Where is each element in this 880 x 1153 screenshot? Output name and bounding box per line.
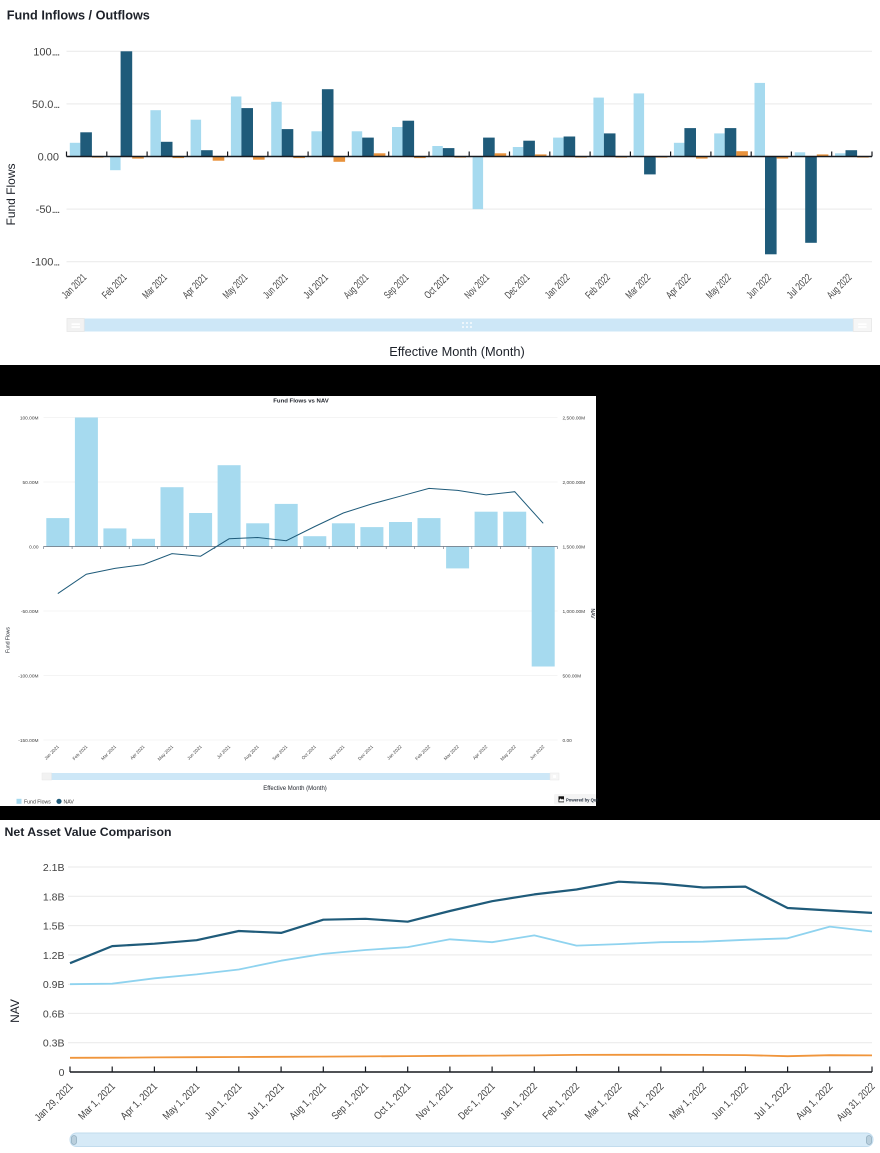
svg-text:-50.00M: -50.00M <box>21 609 39 615</box>
svg-text:Sep 1, 2021: Sep 1, 2021 <box>329 1081 371 1123</box>
svg-text:Aug 31, 2022: Aug 31, 2022 <box>834 1081 877 1124</box>
svg-text:Dec 1, 2021: Dec 1, 2021 <box>456 1081 498 1123</box>
svg-text:0.00: 0.00 <box>38 152 59 164</box>
svg-text:Apr 1, 2021: Apr 1, 2021 <box>118 1081 160 1123</box>
svg-text:0.00: 0.00 <box>29 544 39 550</box>
svg-text:May 2021: May 2021 <box>221 272 251 302</box>
svg-text:50.0...: 50.0... <box>32 99 60 111</box>
svg-text:Oct 1, 2021: Oct 1, 2021 <box>372 1081 414 1123</box>
svg-text:0.9B: 0.9B <box>43 979 65 991</box>
svg-text:Aug 1, 2022: Aug 1, 2022 <box>794 1081 836 1123</box>
svg-text:Mar 1, 2022: Mar 1, 2022 <box>583 1081 625 1123</box>
svg-text:Oct 2021: Oct 2021 <box>422 272 452 302</box>
svg-text:May 2022: May 2022 <box>704 272 734 302</box>
svg-text:Sep 2021: Sep 2021 <box>382 272 412 302</box>
svg-text:Jul 1, 2021: Jul 1, 2021 <box>245 1081 287 1123</box>
svg-text:50.00M: 50.00M <box>23 480 39 486</box>
svg-text:Jun 2021: Jun 2021 <box>261 272 291 302</box>
svg-text:Feb 2021: Feb 2021 <box>100 272 130 302</box>
svg-text:Fund Inflows / Outflows: Fund Inflows / Outflows <box>7 8 150 22</box>
svg-text:Feb 2022: Feb 2022 <box>583 272 613 302</box>
svg-text:Jul 1, 2022: Jul 1, 2022 <box>752 1081 794 1123</box>
svg-text:Jan 2022: Jan 2022 <box>543 272 573 302</box>
svg-text:Fund Flows: Fund Flows <box>6 627 12 653</box>
svg-text:1,500.00M: 1,500.00M <box>563 544 586 550</box>
svg-text:Mar 1, 2021: Mar 1, 2021 <box>76 1081 118 1123</box>
svg-text:1.8B: 1.8B <box>43 891 65 903</box>
svg-text:Feb 1, 2022: Feb 1, 2022 <box>540 1081 582 1123</box>
svg-text:500.00M: 500.00M <box>563 673 582 679</box>
svg-text:Jul 2021: Jul 2021 <box>301 272 331 302</box>
svg-text:Net Asset Value Comparison: Net Asset Value Comparison <box>5 825 172 839</box>
svg-text:2,000.00M: 2,000.00M <box>563 480 586 486</box>
svg-text:-100...: -100... <box>31 257 60 269</box>
svg-text:-100.00M: -100.00M <box>18 673 38 679</box>
svg-text:Aug 1, 2021: Aug 1, 2021 <box>287 1081 329 1123</box>
svg-text:-50....: -50.... <box>36 204 60 216</box>
svg-text:2,500.00M: 2,500.00M <box>563 415 586 421</box>
svg-text:NAV: NAV <box>8 999 22 1023</box>
svg-text:Effective Month (Month): Effective Month (Month) <box>263 786 327 792</box>
svg-text:Jun 2022: Jun 2022 <box>744 272 774 302</box>
svg-text:0: 0 <box>59 1067 65 1079</box>
svg-text:May 1, 2022: May 1, 2022 <box>667 1081 709 1123</box>
svg-text:Jan 2021: Jan 2021 <box>60 272 90 302</box>
svg-text:Apr 2022: Apr 2022 <box>664 272 694 302</box>
svg-text:May 1, 2021: May 1, 2021 <box>161 1081 203 1123</box>
svg-text:0.3B: 0.3B <box>43 1038 65 1050</box>
svg-text:Effective Month (Month): Effective Month (Month) <box>389 344 525 359</box>
svg-text:Jun 1, 2022: Jun 1, 2022 <box>709 1081 751 1123</box>
svg-text:100.00M: 100.00M <box>20 415 39 421</box>
svg-text:0.6B: 0.6B <box>43 1008 65 1020</box>
svg-text:Apr 1, 2022: Apr 1, 2022 <box>625 1081 667 1123</box>
svg-text:Jun 1, 2021: Jun 1, 2021 <box>203 1081 245 1123</box>
svg-text:Jul 2022: Jul 2022 <box>785 272 815 302</box>
svg-text:Mar 2021: Mar 2021 <box>140 272 170 302</box>
svg-text:-150.00M: -150.00M <box>18 738 38 744</box>
svg-text:NAV: NAV <box>64 799 75 805</box>
svg-text:Nov 2021: Nov 2021 <box>462 272 492 302</box>
svg-text:0.00: 0.00 <box>563 738 573 744</box>
svg-text:Powered by Qui: Powered by Qui <box>566 797 598 802</box>
svg-text:Fund Flows: Fund Flows <box>24 799 51 805</box>
svg-text:1.2B: 1.2B <box>43 950 65 962</box>
svg-text:Aug 2022: Aug 2022 <box>825 272 855 302</box>
svg-text:2.1B: 2.1B <box>43 862 65 874</box>
svg-text:Fund Flows: Fund Flows <box>4 163 18 225</box>
svg-text:Aug 2021: Aug 2021 <box>342 272 372 302</box>
svg-text:Nov 1, 2021: Nov 1, 2021 <box>414 1081 456 1123</box>
svg-text:100....: 100.... <box>33 46 60 58</box>
svg-text:Mar 2022: Mar 2022 <box>623 272 653 302</box>
svg-text:Apr 2021: Apr 2021 <box>180 272 210 302</box>
svg-text:Fund Flows vs NAV: Fund Flows vs NAV <box>273 398 329 404</box>
svg-text:1,000.00M: 1,000.00M <box>563 609 586 615</box>
svg-text:Jan 1, 2022: Jan 1, 2022 <box>498 1081 540 1123</box>
svg-text:1.5B: 1.5B <box>43 921 65 933</box>
svg-text:Jan 29, 2021: Jan 29, 2021 <box>32 1081 75 1124</box>
svg-text:Dec 2021: Dec 2021 <box>503 272 533 302</box>
svg-text:NAV: NAV <box>589 609 595 620</box>
